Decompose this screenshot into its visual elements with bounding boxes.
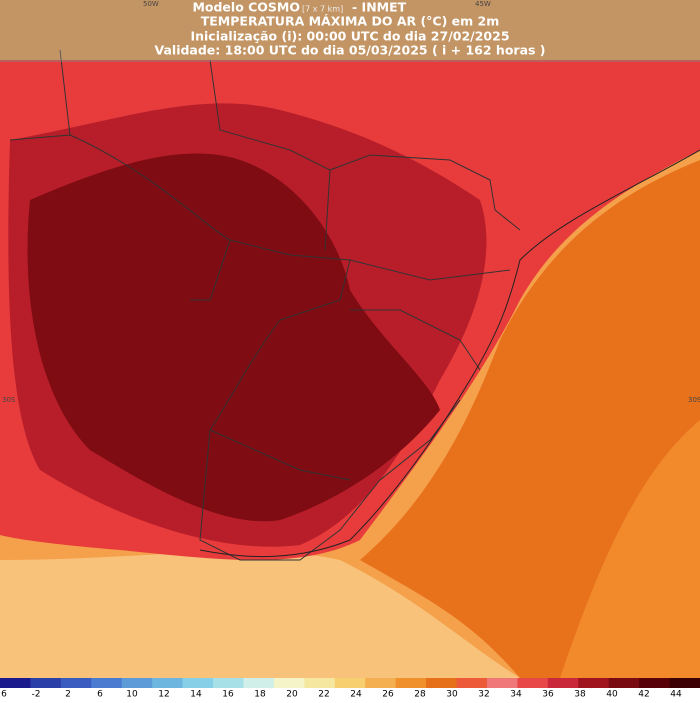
title-init: Inicialização (i): 00:00 UTC do dia 27/0… — [190, 29, 509, 44]
colorbar-label: 26 — [382, 690, 394, 700]
colorbar-swatch — [91, 678, 123, 688]
colorbar-label: 24 — [350, 690, 362, 700]
colorbar-swatch — [547, 678, 579, 688]
colorbar: 6 -2 2 6 10 12 14 16 18 20 22 24 26 28 30 32 34 36 38 40 42 4… — [0, 678, 700, 700]
header-band — [0, 0, 700, 62]
colorbar-swatch — [365, 678, 397, 688]
colorbar-label: 32 — [478, 690, 489, 700]
colorbar-swatch — [426, 678, 458, 688]
ocean-zone-outer — [560, 420, 700, 678]
title-variable: TEMPERATURA MÁXIMA DO AR (°C) em 2m — [201, 14, 500, 29]
colorbar-swatch — [30, 678, 62, 688]
grid-label: 45W — [475, 0, 491, 8]
colorbar-swatch — [578, 678, 610, 688]
colorbar-label: 6 — [1, 690, 7, 700]
colorbar-swatch — [182, 678, 214, 688]
colorbar-swatch — [60, 678, 92, 688]
title-model: Modelo COSMO — [192, 0, 300, 15]
colorbar-label: 30 — [446, 690, 458, 700]
grid-label: 30S — [688, 396, 700, 404]
colorbar-label: 22 — [318, 690, 329, 700]
colorbar-swatch — [608, 678, 640, 688]
colorbar-label: 12 — [158, 690, 169, 700]
colorbar-label: 16 — [222, 690, 234, 700]
colorbar-label: 18 — [254, 690, 266, 700]
colorbar-label: 34 — [510, 690, 522, 700]
colorbar-label: 6 — [97, 690, 103, 700]
colorbar-swatch — [304, 678, 336, 688]
colorbar-label: 20 — [286, 690, 298, 700]
colorbar-label: 44 — [670, 690, 682, 700]
colorbar-label: 38 — [574, 690, 586, 700]
colorbar-swatch — [456, 678, 488, 688]
colorbar-label: 28 — [414, 690, 426, 700]
colorbar-label: 42 — [638, 690, 649, 700]
colorbar-label: 40 — [606, 690, 618, 700]
extreme-zone — [27, 153, 440, 522]
title-valid: Validade: 18:00 UTC do dia 05/03/2025 ( … — [154, 43, 545, 58]
colorbar-swatch — [213, 678, 244, 688]
colorbar-label: 14 — [190, 690, 202, 700]
grid-label: 30S — [2, 396, 16, 404]
colorbar-swatch — [334, 678, 366, 688]
colorbar-label: 2 — [65, 690, 71, 700]
colorbar-swatch — [243, 678, 275, 688]
colorbar-swatch — [669, 678, 700, 688]
colorbar-swatch — [486, 678, 518, 688]
colorbar-swatch — [395, 678, 427, 688]
colorbar-swatch — [639, 678, 671, 688]
title-source: - INMET — [352, 0, 407, 15]
colorbar-swatch — [0, 678, 31, 688]
colorbar-label: 36 — [542, 690, 554, 700]
colorbar-swatch — [121, 678, 153, 688]
grid-label: 50W — [143, 0, 159, 8]
title-resolution: [7 x 7 km] — [302, 5, 343, 14]
colorbar-label: 10 — [126, 690, 138, 700]
colorbar-swatch — [273, 678, 305, 688]
cool-zone — [0, 551, 520, 678]
colorbar-swatch — [152, 678, 184, 688]
colorbar-swatch — [517, 678, 549, 688]
colorbar-label: -2 — [32, 690, 41, 700]
borders — [9, 49, 700, 561]
